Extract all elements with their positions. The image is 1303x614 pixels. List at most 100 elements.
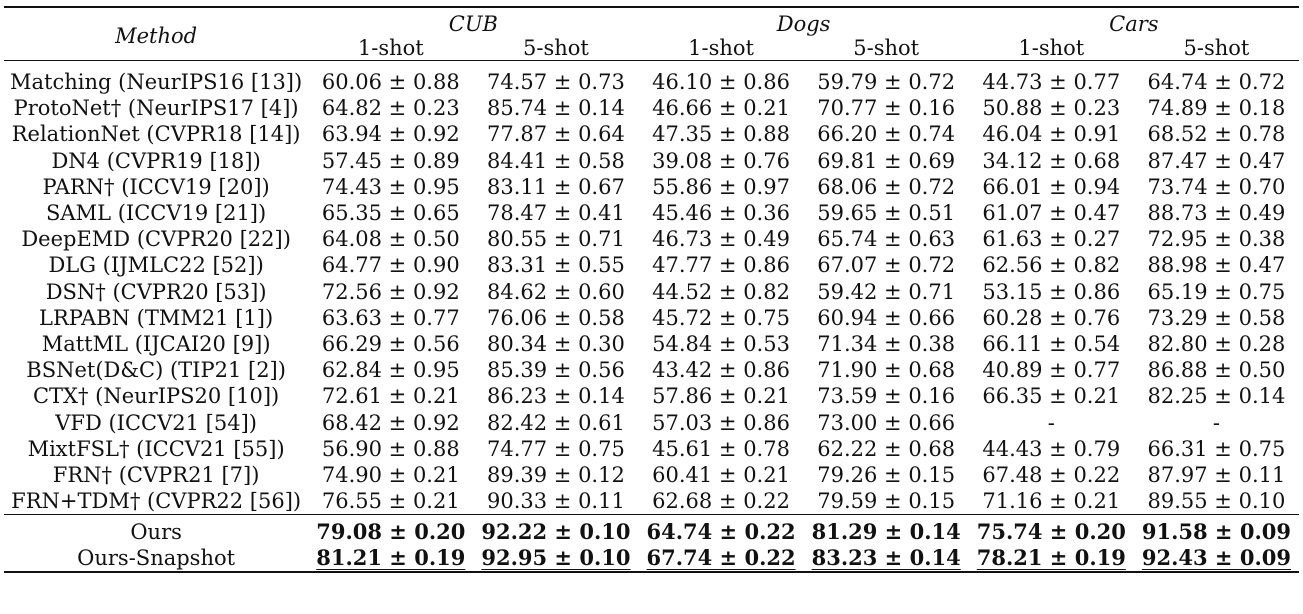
result-cell: 77.87 ± 0.64	[487, 122, 625, 147]
result-cell: 47.35 ± 0.88	[652, 122, 790, 147]
result-cell: 81.29 ± 0.14	[804, 519, 969, 545]
shot-header: 5-shot	[523, 36, 589, 60]
result-cell: 68.42 ± 0.92	[321, 410, 460, 435]
result-cell: 71.34 ± 0.38	[817, 331, 956, 356]
result-cell: 64.77 ± 0.90	[321, 253, 460, 278]
result-cell: 82.80 ± 0.28	[1147, 331, 1286, 356]
table-row: CTX† (NeurIPS20 [10]) 72.61 ± 0.21 86.23 ±…	[4, 383, 1299, 409]
result-cell: 89.39 ± 0.12	[487, 462, 625, 487]
result-cell: 87.47 ± 0.47	[1147, 148, 1286, 173]
result-cell: 74.57 ± 0.73	[487, 70, 625, 95]
result-cell-text: 92.95 ± 0.10	[481, 545, 631, 571]
result-cell: 57.86 ± 0.21	[652, 384, 790, 409]
result-cell: -	[1212, 410, 1220, 435]
shot-header: 5-shot	[853, 36, 920, 60]
method-name: DeepEMD (CVPR20 [22])	[21, 227, 291, 252]
table-row: FRN+TDM† (CVPR22 [56]) 76.55 ± 0.21 90.33 …	[4, 488, 1299, 515]
result-cell: 59.65 ± 0.51	[817, 201, 956, 226]
table-row: DN4 (CVPR19 [18]) 57.45 ± 0.89 84.41 ± 0.5…	[4, 148, 1299, 174]
result-cell: 66.20 ± 0.74	[817, 122, 956, 147]
result-cell: 60.94 ± 0.66	[817, 305, 956, 330]
result-cell: 55.86 ± 0.97	[652, 174, 790, 199]
result-cell: 64.82 ± 0.23	[321, 96, 460, 121]
result-cell: 46.66 ± 0.21	[652, 96, 790, 121]
result-cell-text: 81.29 ± 0.14	[811, 519, 961, 545]
result-cell: 67.74 ± 0.22	[638, 545, 803, 572]
result-cell: 46.10 ± 0.86	[652, 70, 790, 95]
result-cell: 78.47 ± 0.41	[487, 201, 625, 226]
result-cell: 60.41 ± 0.21	[652, 462, 790, 487]
result-cell: 83.23 ± 0.14	[804, 545, 969, 572]
dataset-header-cars: Cars	[1109, 12, 1159, 36]
result-cell: 63.63 ± 0.77	[321, 305, 460, 330]
method-name: MattML (IJCAI20 [9])	[41, 331, 271, 356]
method-column-header: Method	[115, 24, 198, 48]
result-cell: 71.16 ± 0.21	[982, 489, 1121, 514]
header-row-shots: 1-shot 5-shot 1-shot 5-shot 1-shot 5-sho…	[4, 36, 1299, 61]
result-cell-text: 67.74 ± 0.22	[646, 545, 796, 571]
table-row: DeepEMD (CVPR20 [22]) 64.08 ± 0.50 80.55 ±…	[4, 226, 1299, 252]
shot-header: 1-shot	[688, 36, 754, 60]
table-row: VFD (ICCV21 [54]) 68.42 ± 0.92 82.42 ± 0.6…	[4, 409, 1299, 435]
result-cell: 66.35 ± 0.21	[982, 384, 1121, 409]
table-row: MixtFSL† (ICCV21 [55]) 56.90 ± 0.88 74.77 …	[4, 436, 1299, 462]
result-cell: 88.73 ± 0.49	[1147, 201, 1286, 226]
result-cell: 64.08 ± 0.50	[321, 227, 460, 252]
result-cell: 46.04 ± 0.91	[982, 122, 1121, 147]
result-cell: 65.74 ± 0.63	[817, 227, 956, 252]
bottom-rule	[4, 571, 1299, 575]
result-cell: 66.01 ± 0.94	[982, 174, 1121, 199]
result-cell: 67.48 ± 0.22	[982, 462, 1121, 487]
result-cell: 76.06 ± 0.58	[487, 305, 625, 330]
result-cell-text: 81.21 ± 0.19	[316, 545, 466, 571]
result-cell: 73.74 ± 0.70	[1147, 174, 1286, 199]
ours-row: Ours 79.08 ± 0.20 92.22 ± 0.10 64.74 ± 0.22…	[4, 519, 1299, 545]
method-name: BSNet(D&C) (TIP21 [2])	[26, 358, 286, 383]
result-cell: 79.59 ± 0.15	[817, 489, 956, 514]
result-cell: 44.43 ± 0.79	[982, 436, 1121, 461]
section-rule	[4, 514, 1299, 520]
shot-header: 1-shot	[1018, 36, 1085, 60]
result-cell-text: 83.23 ± 0.14	[811, 545, 961, 571]
result-cell-text: 91.58 ± 0.09	[1141, 519, 1291, 545]
table-row: Matching (NeurIPS16 [13]) 60.06 ± 0.88 74.…	[4, 69, 1299, 95]
result-cell: 60.06 ± 0.88	[321, 70, 460, 95]
table-row: ProtoNet† (NeurIPS17 [4]) 64.82 ± 0.23 85.…	[4, 95, 1299, 121]
method-name: DLG (IJMLC22 [52])	[48, 253, 264, 278]
result-cell: 82.42 ± 0.61	[487, 410, 625, 435]
shot-header: 5-shot	[1183, 36, 1250, 60]
result-cell: 73.59 ± 0.16	[817, 384, 956, 409]
result-cell: 64.74 ± 0.22	[638, 519, 803, 545]
table-row: FRN† (CVPR21 [7]) 74.90 ± 0.21 89.39 ± 0.1…	[4, 462, 1299, 488]
result-cell: 53.15 ± 0.86	[982, 279, 1121, 304]
result-cell: 65.35 ± 0.65	[321, 201, 460, 226]
method-name: RelationNet (CVPR18 [14])	[11, 122, 301, 147]
result-cell: 61.63 ± 0.27	[982, 227, 1121, 252]
result-cell: 61.07 ± 0.47	[982, 201, 1121, 226]
result-cell: 62.22 ± 0.68	[817, 436, 956, 461]
method-name: DSN† (CVPR20 [53])	[45, 279, 267, 304]
result-cell: 92.22 ± 0.10	[473, 519, 638, 545]
result-cell: 84.41 ± 0.58	[487, 148, 625, 173]
result-cell: 62.56 ± 0.82	[982, 253, 1121, 278]
result-cell: 76.55 ± 0.21	[321, 489, 460, 514]
result-cell-text: 92.43 ± 0.09	[1141, 545, 1291, 571]
result-cell: 74.90 ± 0.21	[321, 462, 460, 487]
shot-header: 1-shot	[357, 36, 424, 60]
method-name: DN4 (CVPR19 [18])	[51, 148, 261, 173]
result-cell: 54.84 ± 0.53	[652, 331, 790, 356]
result-cell-text: 92.22 ± 0.10	[481, 519, 631, 545]
result-cell: 84.62 ± 0.60	[487, 279, 625, 304]
method-name: Ours	[130, 520, 182, 545]
result-cell: 83.11 ± 0.67	[487, 174, 625, 199]
result-cell: 82.25 ± 0.14	[1147, 384, 1286, 409]
result-cell: 87.97 ± 0.11	[1147, 462, 1286, 487]
result-cell-text: 64.74 ± 0.22	[646, 519, 796, 545]
result-cell: 43.42 ± 0.86	[652, 358, 790, 383]
result-cell: 72.95 ± 0.38	[1147, 227, 1286, 252]
result-cell: 57.03 ± 0.86	[652, 410, 790, 435]
method-name: FRN+TDM† (CVPR22 [56])	[11, 489, 302, 514]
result-cell: 66.11 ± 0.54	[982, 331, 1121, 356]
result-cell: 70.77 ± 0.16	[817, 96, 956, 121]
